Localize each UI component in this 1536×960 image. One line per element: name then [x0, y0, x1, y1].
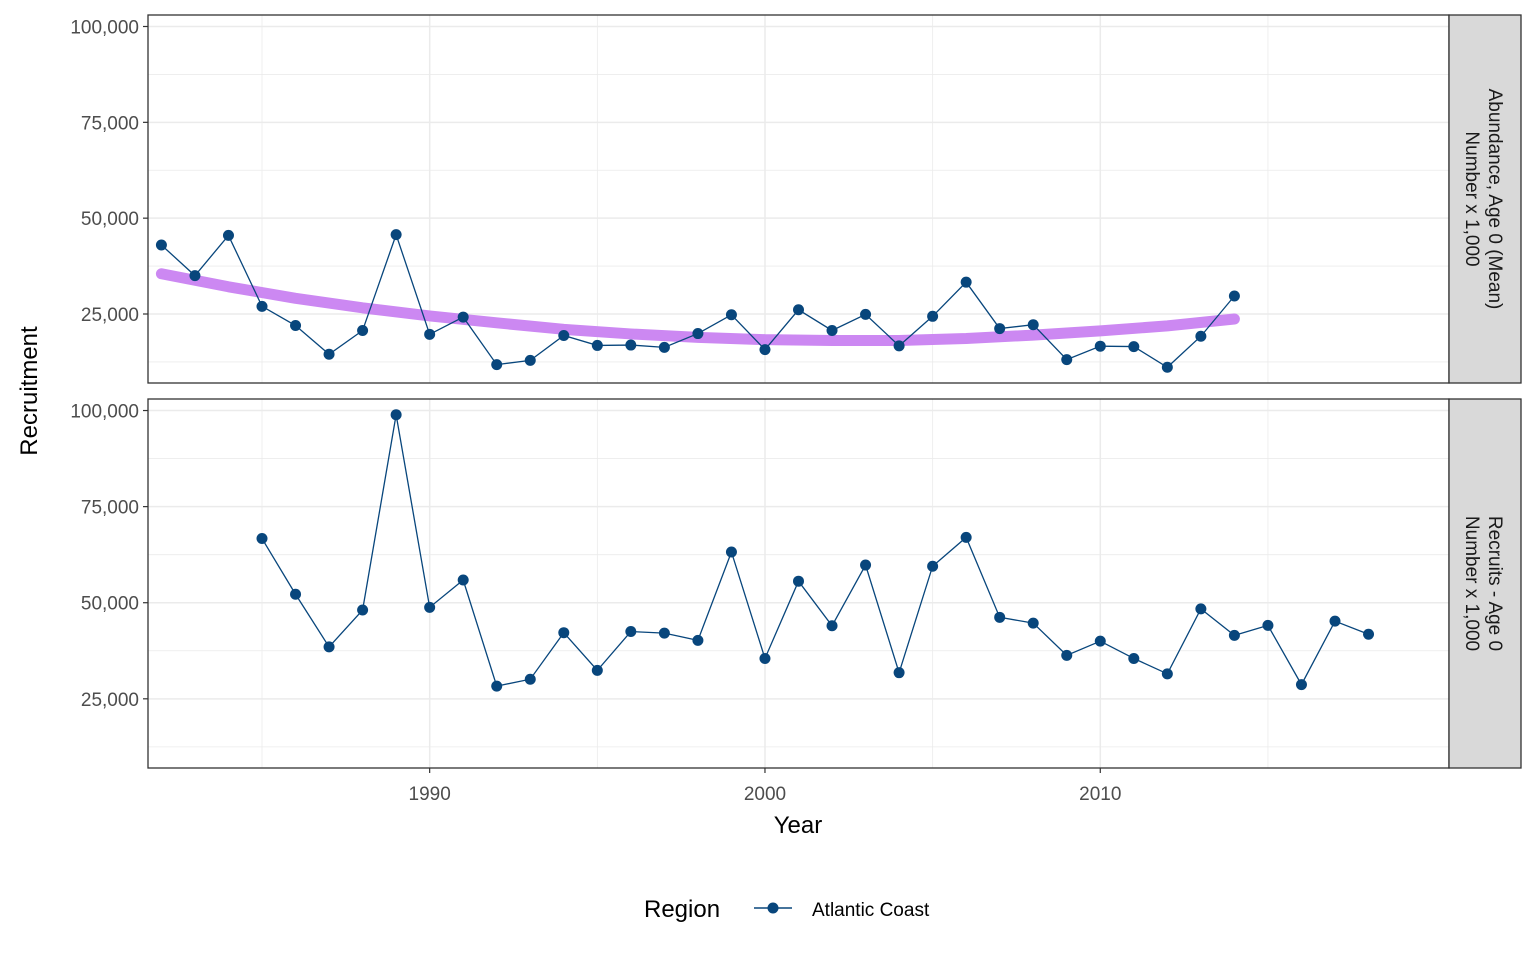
data-point — [860, 308, 872, 320]
data-point — [994, 323, 1006, 335]
x-tick-label: 2000 — [744, 784, 786, 805]
data-point — [826, 324, 838, 336]
data-point — [1195, 603, 1207, 615]
data-point — [927, 310, 939, 322]
data-point — [189, 270, 201, 282]
data-point — [692, 634, 704, 646]
data-point — [1094, 635, 1106, 647]
panel-background — [148, 15, 1449, 383]
data-point — [1094, 340, 1106, 352]
data-point — [1195, 330, 1207, 342]
strip-label-line: Abundance, Age 0 (Mean) — [1484, 89, 1505, 310]
strip-label-line: Number x 1,000 — [1461, 516, 1482, 651]
data-point — [1027, 319, 1039, 331]
data-point — [1061, 649, 1073, 661]
y-tick-label: 100,000 — [70, 18, 139, 39]
data-point — [222, 229, 234, 241]
y-tick-label: 75,000 — [81, 498, 139, 519]
data-point — [357, 604, 369, 616]
data-point — [357, 324, 369, 336]
data-point — [390, 409, 402, 421]
data-point — [960, 276, 972, 288]
data-point — [893, 340, 905, 352]
data-point — [692, 328, 704, 340]
legend-key-point — [767, 902, 779, 914]
panel-1: 25,000 50,000 75,000 100,000 Abundance, Age … — [70, 14, 1522, 384]
series-line-atlantic-coast — [261, 414, 1369, 687]
y-tick-label: 25,000 — [81, 305, 139, 326]
y-tick-label: 75,000 — [81, 113, 139, 134]
strip-label-line: Recruits - Age 0 — [1484, 516, 1505, 651]
data-point — [290, 320, 302, 331]
data-point — [1128, 652, 1140, 664]
data-point — [960, 531, 972, 543]
data-point — [725, 546, 737, 558]
legend: Region Atlantic Coast — [644, 896, 930, 923]
data-point — [290, 588, 302, 600]
facet-strip — [1448, 398, 1522, 769]
panels-layer: 25,000 50,000 75,000 100,000 Abundance, Age … — [70, 14, 1522, 769]
legend-label-atlantic-coast: Atlantic Coast — [812, 900, 930, 921]
data-point — [725, 309, 737, 321]
facet-strip-label: Recruits - Age 0Number x 1,000 — [1461, 516, 1505, 651]
data-point — [625, 339, 637, 351]
data-point — [424, 328, 436, 340]
data-point — [323, 348, 335, 360]
data-point — [323, 641, 335, 653]
data-point — [1027, 617, 1039, 629]
data-point — [457, 574, 469, 586]
data-point — [994, 611, 1006, 623]
data-point — [625, 626, 637, 638]
data-point — [491, 680, 503, 692]
data-point — [658, 627, 670, 639]
x-axis-title: Year — [774, 812, 823, 839]
legend-title: Region — [644, 896, 720, 923]
data-point — [658, 341, 670, 353]
data-point — [390, 229, 402, 241]
data-point — [826, 620, 838, 632]
facet-strip-label: Abundance, Age 0 (Mean)Number x 1,000 — [1461, 89, 1505, 310]
data-point — [1128, 341, 1140, 353]
data-point — [860, 559, 872, 571]
data-point — [893, 667, 905, 679]
panel-2: 25,000 50,000 75,000 100,000 Recruits - Age … — [70, 398, 1522, 769]
y-axis-title: Recruitment — [16, 326, 43, 456]
data-point — [1061, 354, 1073, 366]
y-tick-label: 100,000 — [70, 402, 139, 423]
x-tick-label: 1990 — [409, 784, 451, 805]
data-point — [793, 304, 804, 316]
data-point — [1228, 629, 1240, 641]
data-point — [424, 601, 436, 613]
data-point — [256, 300, 268, 312]
data-point — [759, 652, 771, 664]
data-point — [793, 575, 804, 587]
data-point — [524, 673, 536, 685]
data-point — [256, 533, 268, 545]
data-point — [457, 311, 469, 323]
data-point — [1228, 290, 1240, 302]
data-point — [524, 354, 536, 366]
data-point — [1295, 679, 1307, 691]
data-point — [759, 344, 771, 356]
data-point — [1161, 361, 1173, 373]
y-tick-label: 25,000 — [81, 690, 139, 711]
x-tick-label: 2010 — [1079, 784, 1121, 805]
facet-strip — [1448, 14, 1522, 384]
data-point — [558, 329, 570, 341]
data-point — [1161, 668, 1173, 680]
data-point — [155, 239, 167, 251]
data-point — [1363, 628, 1375, 640]
data-point — [558, 627, 570, 639]
data-point — [1262, 619, 1274, 631]
data-point — [591, 339, 603, 351]
data-point — [591, 664, 603, 676]
y-tick-label: 50,000 — [81, 209, 139, 230]
x-axis: 1990 2000 2010 — [409, 768, 1121, 805]
strip-label-line: Number x 1,000 — [1461, 131, 1482, 266]
data-point — [927, 560, 939, 572]
data-point — [1329, 615, 1341, 627]
data-point — [491, 359, 503, 371]
y-tick-label: 50,000 — [81, 594, 139, 615]
